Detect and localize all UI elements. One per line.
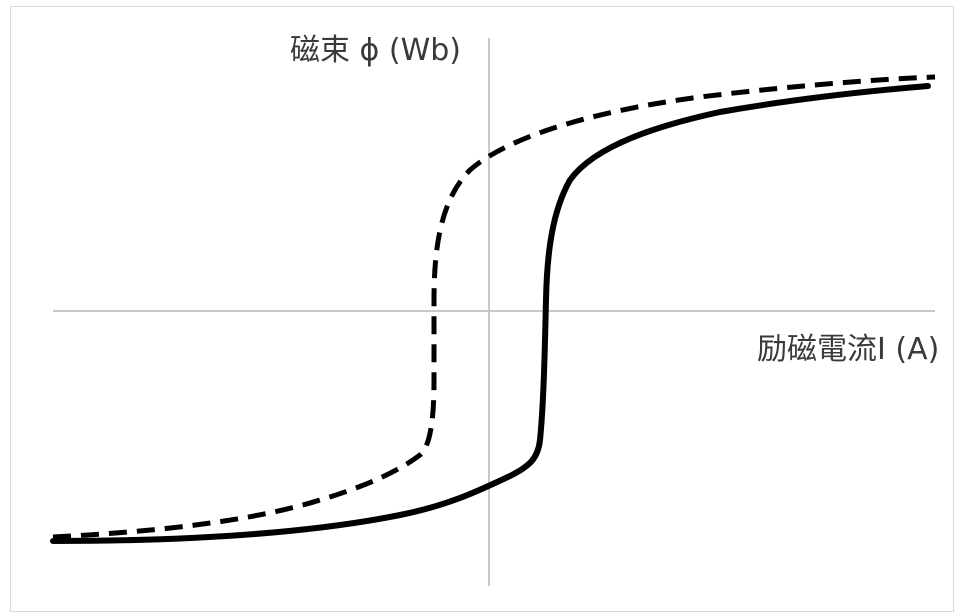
dashed-curve: [52, 74, 936, 540]
y-axis-label: 磁束 ϕ (Wb): [290, 33, 461, 68]
solid-curve: [50, 83, 931, 544]
diagram-frame: [10, 6, 954, 612]
x-axis-label: 励磁電流I (A): [757, 332, 939, 367]
